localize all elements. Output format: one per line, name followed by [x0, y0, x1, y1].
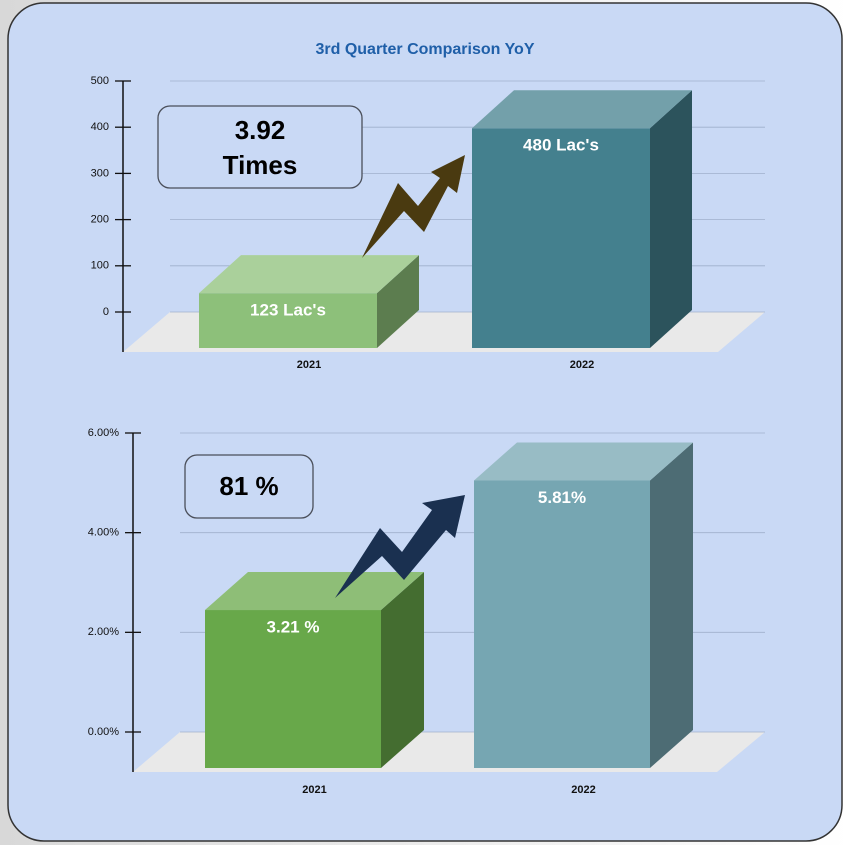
y-tick-label: 4.00% — [88, 527, 119, 539]
annotation-text: 3.92 — [235, 115, 286, 145]
bar-top — [472, 90, 692, 129]
chart-title: 3rd Quarter Comparison YoY — [315, 41, 534, 58]
bar-side — [650, 90, 692, 349]
bar-top — [199, 255, 419, 294]
arrow — [362, 155, 465, 258]
value-label: 480 Lac's — [523, 136, 599, 155]
y-tick-label: 2.00% — [88, 626, 119, 638]
bar-front — [199, 293, 377, 348]
value-label: 5.81% — [538, 488, 586, 507]
annotation-box — [184, 454, 314, 519]
bar-side — [650, 442, 693, 768]
y-tick-label: 500 — [91, 75, 109, 87]
bar-front — [472, 128, 650, 348]
y-tick-label: 400 — [91, 121, 109, 133]
arrow — [335, 495, 465, 598]
y-tick-label: 200 — [91, 214, 109, 226]
bar-side — [381, 572, 424, 768]
x-tick-label: 2022 — [571, 784, 595, 796]
bar-front — [205, 610, 381, 768]
value-label: 123 Lac's — [250, 301, 326, 320]
bar-front — [474, 480, 650, 768]
x-tick-label: 2022 — [570, 359, 594, 371]
annotation-box — [157, 105, 363, 189]
x-tick-label: 2021 — [302, 784, 326, 796]
bar-top — [205, 572, 424, 611]
y-tick-label: 100 — [91, 260, 109, 272]
value-label: 3.21 % — [267, 618, 320, 637]
bar-side — [377, 255, 419, 348]
x-tick-label: 2021 — [297, 359, 321, 371]
y-tick-label: 0 — [103, 306, 109, 318]
annotation-text: Times — [223, 150, 298, 180]
bar-top — [474, 442, 693, 481]
annotation-text: 81 % — [219, 471, 278, 501]
y-tick-label: 300 — [91, 167, 109, 179]
y-tick-label: 6.00% — [88, 427, 119, 439]
y-tick-label: 0.00% — [88, 726, 119, 738]
